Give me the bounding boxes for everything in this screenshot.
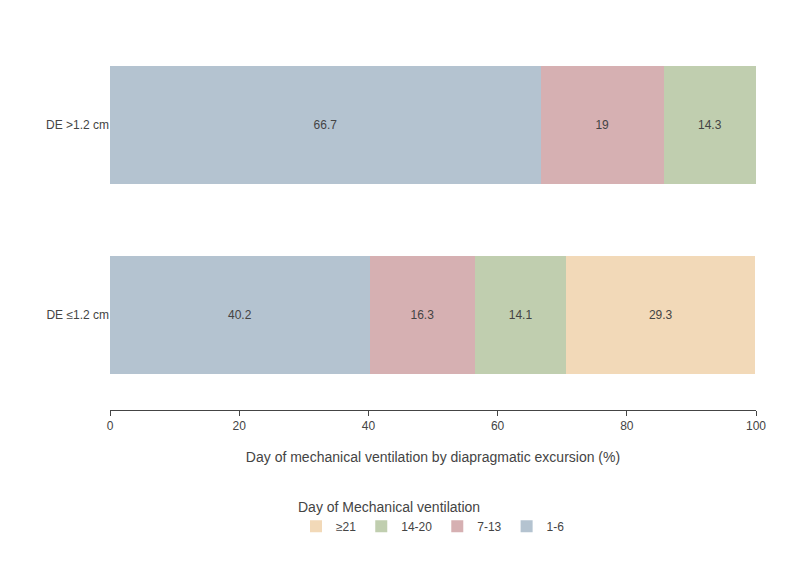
svg-text:≥21: ≥21 <box>336 520 356 534</box>
svg-text:80: 80 <box>620 419 634 433</box>
svg-text:0: 0 <box>107 419 114 433</box>
svg-text:19: 19 <box>595 118 609 132</box>
svg-text:14-20: 14-20 <box>401 520 432 534</box>
svg-text:7-13: 7-13 <box>477 520 501 534</box>
svg-text:100: 100 <box>746 419 766 433</box>
svg-text:60: 60 <box>491 419 505 433</box>
svg-text:DE >1.2 cm: DE >1.2 cm <box>46 118 109 132</box>
svg-text:29.3: 29.3 <box>649 308 673 322</box>
svg-text:40.2: 40.2 <box>228 308 252 322</box>
svg-text:14.3: 14.3 <box>698 118 722 132</box>
svg-text:DE ≤1.2 cm: DE ≤1.2 cm <box>46 308 109 322</box>
svg-text:16.3: 16.3 <box>410 308 434 322</box>
svg-text:14.1: 14.1 <box>509 308 533 322</box>
svg-text:Day of mechanical ventilation: Day of mechanical ventilation by diaprag… <box>246 449 620 465</box>
svg-text:66.7: 66.7 <box>314 118 338 132</box>
svg-text:Day of Mechanical ventilation: Day of Mechanical ventilation <box>298 499 480 515</box>
svg-text:1-6: 1-6 <box>547 520 565 534</box>
svg-text:40: 40 <box>362 419 376 433</box>
svg-text:20: 20 <box>233 419 247 433</box>
